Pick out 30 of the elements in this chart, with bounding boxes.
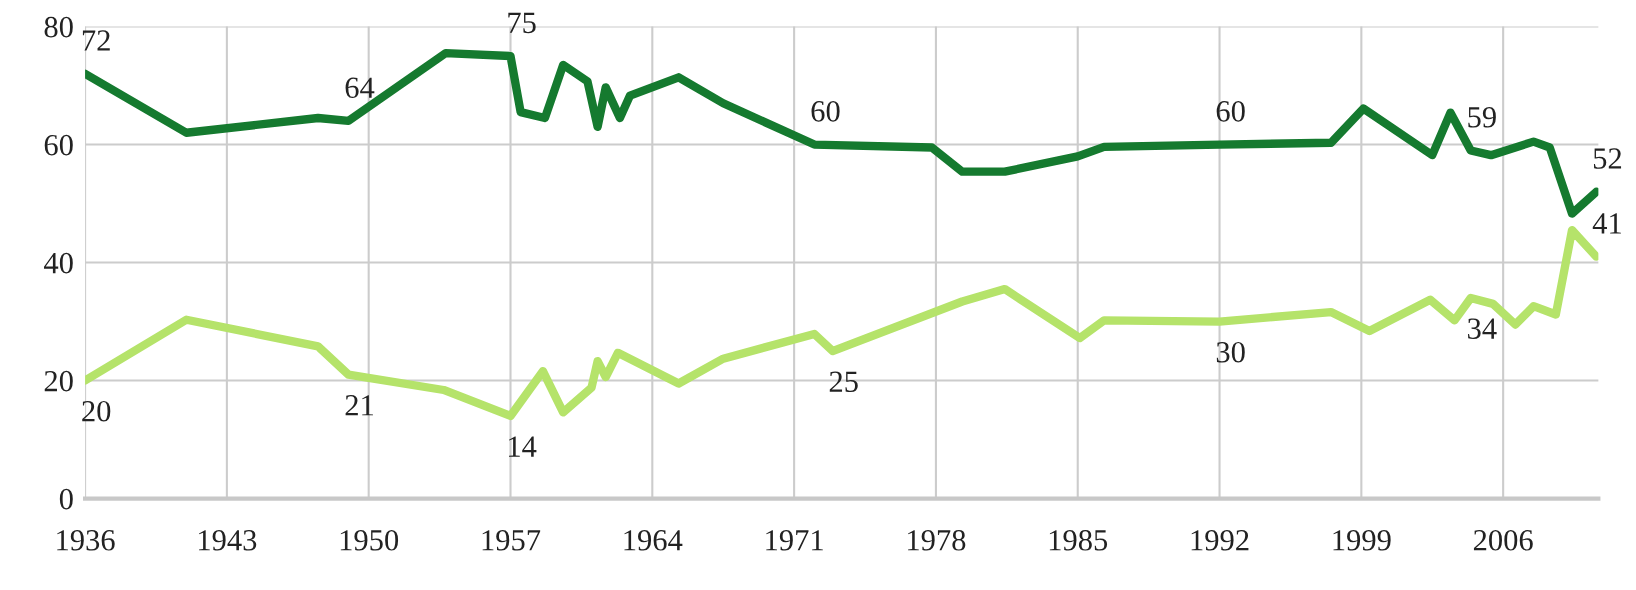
x-tick-label: 1950 (340, 529, 399, 551)
annotation: 75 (508, 12, 536, 34)
y-tick-label: 80 (44, 16, 73, 38)
x-tick-label: 1971 (766, 530, 823, 551)
annotation: 30 (1216, 341, 1245, 363)
x-tick-label: 1999 (1333, 530, 1391, 551)
annotation: 14 (509, 436, 537, 457)
y-tick-label: 60 (44, 134, 73, 156)
annotation: 34 (1468, 318, 1497, 339)
y-tick-label: 0 (59, 488, 73, 510)
x-tick-label: 1943 (199, 530, 257, 551)
x-tick-label: 1964 (624, 530, 683, 551)
x-tick-label: 1957 (482, 530, 541, 551)
annotation: 60 (811, 101, 840, 122)
annotation: 64 (345, 77, 375, 99)
annotation: 59 (1468, 107, 1496, 128)
y-tick-label: 20 (44, 370, 73, 392)
annotation: 52 (1593, 148, 1622, 169)
y-tick-label: 40 (44, 252, 73, 274)
x-tick-label: 1936 (57, 530, 115, 551)
x-tick-label: 1978 (908, 529, 966, 551)
x-tick-label: 2006 (1473, 529, 1533, 551)
x-tick-label: 1992 (1191, 530, 1249, 551)
annotation: 20 (82, 400, 111, 422)
annotation: 41 (1592, 213, 1621, 234)
annotation: 25 (829, 371, 858, 393)
x-tick-label: 1985 (1049, 529, 1108, 551)
annotation: 72 (82, 30, 110, 51)
annotation: 60 (1216, 101, 1245, 122)
annotation: 21 (345, 395, 373, 416)
